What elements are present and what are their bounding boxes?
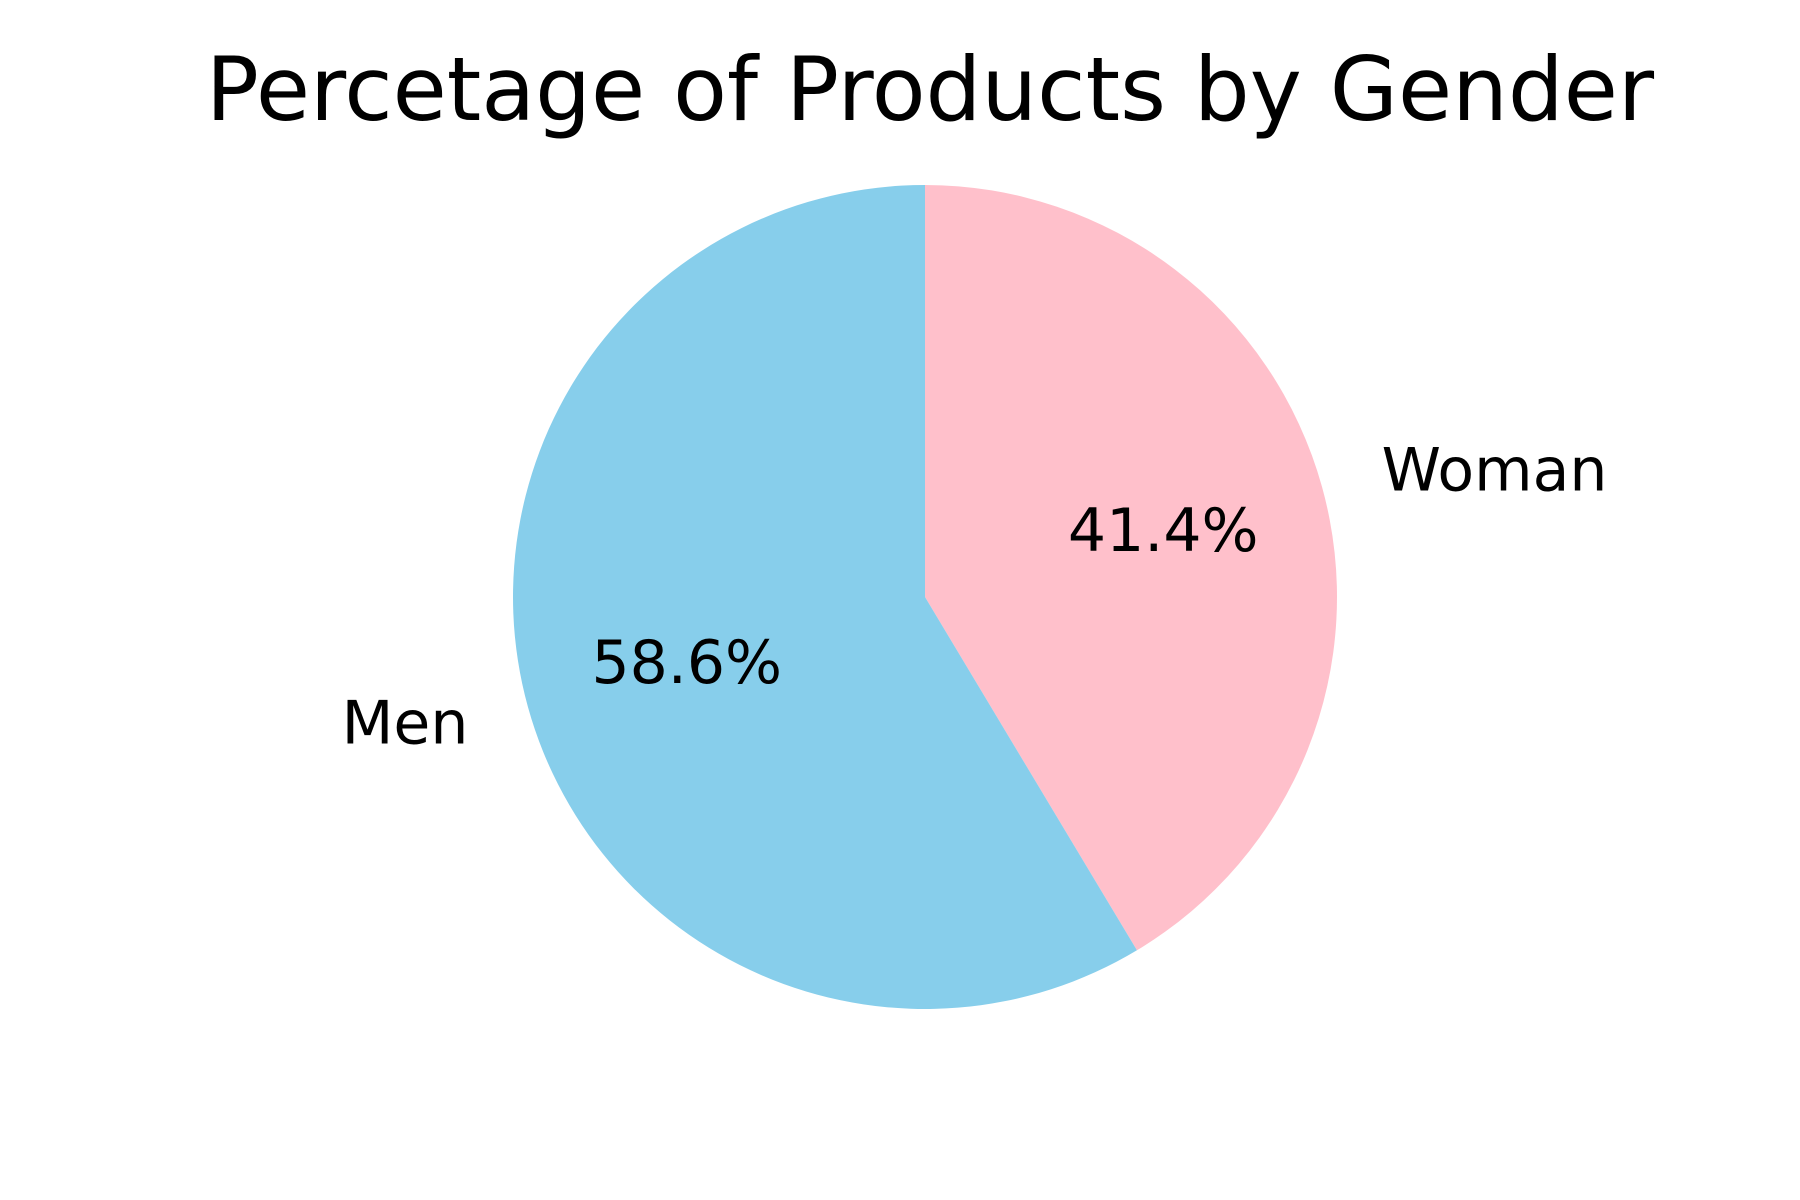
pie-slice-woman	[925, 185, 1337, 951]
slice-percentage-men: 58.6%	[591, 628, 782, 698]
chart-title: Percetage of Products by Gender	[206, 38, 1655, 141]
slice-label-men: Men	[342, 688, 469, 758]
pie-labels: Woman 41.4% Men 58.6%	[342, 436, 1608, 759]
pie-slices	[513, 185, 1337, 1009]
slice-percentage-woman: 41.4%	[1068, 496, 1259, 566]
slice-label-woman: Woman	[1382, 436, 1608, 506]
pie-slice-men	[513, 185, 1137, 1009]
